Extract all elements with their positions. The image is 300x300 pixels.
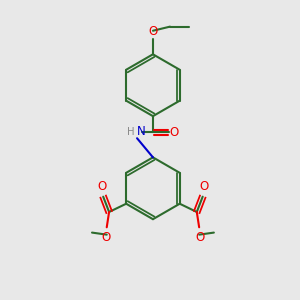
Text: O: O	[101, 231, 110, 244]
Text: O: O	[169, 126, 179, 139]
Text: O: O	[195, 231, 205, 244]
Text: O: O	[98, 179, 107, 193]
Text: O: O	[199, 179, 208, 193]
Text: O: O	[148, 25, 158, 38]
Text: N: N	[137, 125, 146, 138]
Text: H: H	[127, 127, 134, 137]
